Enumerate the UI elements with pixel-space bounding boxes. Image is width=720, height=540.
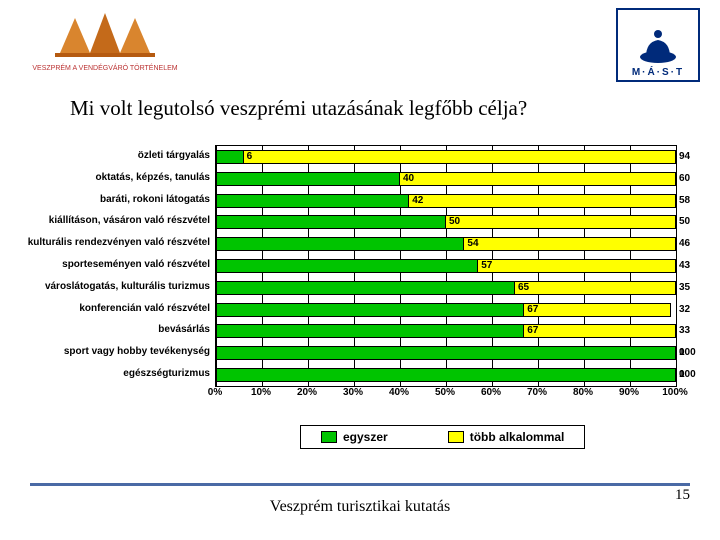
category-label: baráti, rokoni látogatás: [10, 194, 210, 205]
bar-segment-2: [400, 172, 676, 186]
bar-segment-2: [244, 150, 676, 164]
value-label-1: 67: [527, 304, 538, 315]
bar-segment-2: [524, 324, 676, 338]
category-label: bevásárlás: [10, 324, 210, 335]
bar-segment-1: [216, 324, 524, 338]
x-tick-label: 0%: [208, 387, 222, 398]
bar-segment-1: [216, 215, 446, 229]
footer-divider: [30, 483, 690, 486]
value-label-1: 50: [449, 216, 460, 227]
value-label-2: 58: [679, 195, 690, 206]
chart-legend: egyszer több alkalommal: [300, 425, 585, 449]
value-label-2: 43: [679, 260, 690, 271]
value-label-2: 0: [679, 347, 685, 358]
value-label-2: 50: [679, 216, 690, 227]
bar-segment-1: [216, 172, 400, 186]
bar-row: 1000: [216, 368, 676, 382]
x-tick-label: 20%: [297, 387, 317, 398]
value-label-2: 46: [679, 238, 690, 249]
value-label-1: 42: [412, 195, 423, 206]
category-label: özleti tárgyalás: [10, 150, 210, 161]
legend-item-1: egyszer: [321, 430, 388, 444]
value-label-2: 35: [679, 282, 690, 293]
value-label-2: 60: [679, 173, 690, 184]
category-label: sporteseményen való részvétel: [10, 259, 210, 270]
value-label-1: 40: [403, 173, 414, 184]
x-tick-label: 80%: [573, 387, 593, 398]
bar-row: 6732: [216, 303, 676, 317]
grid-line: [676, 146, 677, 386]
chart: 6944060425850505446574365356732673310001…: [0, 125, 720, 465]
value-label-1: 67: [527, 325, 538, 336]
category-label: kulturális rendezvényen való részvétel: [10, 237, 210, 248]
value-label-2: 0: [679, 369, 685, 380]
bar-row: 694: [216, 150, 676, 164]
bar-segment-2: [464, 237, 676, 251]
category-label: városlátogatás, kulturális turizmus: [10, 281, 210, 292]
x-tick-label: 60%: [481, 387, 501, 398]
page-title: Mi volt legutolsó veszprémi utazásának l…: [0, 90, 720, 125]
header: VESZPRÉM A VENDÉGVÁRÓ TÖRTÉNELEM M·Á·S·T: [0, 0, 720, 90]
bar-row: 6733: [216, 324, 676, 338]
value-label-2: 94: [679, 151, 690, 162]
legend-swatch-1: [321, 431, 337, 443]
legend-label-2: több alkalommal: [470, 430, 565, 444]
x-tick-label: 70%: [527, 387, 547, 398]
bar-segment-2: [446, 215, 676, 229]
bar-segment-1: [216, 194, 409, 208]
x-tick-label: 90%: [619, 387, 639, 398]
value-label-1: 6: [247, 151, 253, 162]
value-label-1: 57: [481, 260, 492, 271]
chart-plot: 694 4060 4258 5050 5446 5743 6535 6732 6733 1000 1…: [215, 145, 677, 387]
bar-segment-1: [216, 259, 478, 273]
bar-row: 6535: [216, 281, 676, 295]
bar-row: 1000: [216, 346, 676, 360]
page-number: 15: [675, 487, 690, 504]
category-label: egészségturizmus: [10, 368, 210, 379]
legend-label-1: egyszer: [343, 430, 388, 444]
value-label-2: 32: [679, 304, 690, 315]
bar-row: 5446: [216, 237, 676, 251]
bar-segment-1: [216, 368, 676, 382]
category-label: sport vagy hobby tevékenység: [10, 346, 210, 357]
x-tick-label: 50%: [435, 387, 455, 398]
legend-swatch-2: [448, 431, 464, 443]
category-label: kiállításon, vásáron való részvétel: [10, 215, 210, 226]
bar-segment-2: [409, 194, 676, 208]
bar-segment-1: [216, 281, 515, 295]
x-tick-label: 100%: [662, 387, 688, 398]
logo-left-icon: VESZPRÉM A VENDÉGVÁRÓ TÖRTÉNELEM: [20, 8, 190, 78]
bar-row: 4258: [216, 194, 676, 208]
x-tick-label: 10%: [251, 387, 271, 398]
bar-segment-1: [216, 303, 524, 317]
value-label-2: 33: [679, 325, 690, 336]
logo-right-icon: M·Á·S·T: [616, 8, 700, 82]
category-label: konferencián való részvétel: [10, 303, 210, 314]
x-tick-label: 30%: [343, 387, 363, 398]
x-tick-label: 40%: [389, 387, 409, 398]
svg-text:VESZPRÉM A VENDÉGVÁRÓ TÖRTÉNEL: VESZPRÉM A VENDÉGVÁRÓ TÖRTÉNELEM: [32, 63, 177, 72]
bar-segment-1: [216, 150, 244, 164]
value-label-1: 65: [518, 282, 529, 293]
bar-segment-1: [216, 237, 464, 251]
bar-row: 5743: [216, 259, 676, 273]
bar-segment-2: [524, 303, 671, 317]
bar-segment-2: [478, 259, 676, 273]
value-label-1: 54: [467, 238, 478, 249]
legend-item-2: több alkalommal: [448, 430, 565, 444]
bar-segment-2: [515, 281, 676, 295]
footer-text: Veszprém turisztikai kutatás: [0, 498, 720, 516]
category-label: oktatás, képzés, tanulás: [10, 172, 210, 183]
logo-right-label: M·Á·S·T: [632, 67, 684, 78]
bar-row: 5050: [216, 215, 676, 229]
bar-row: 4060: [216, 172, 676, 186]
bar-segment-1: [216, 346, 676, 360]
